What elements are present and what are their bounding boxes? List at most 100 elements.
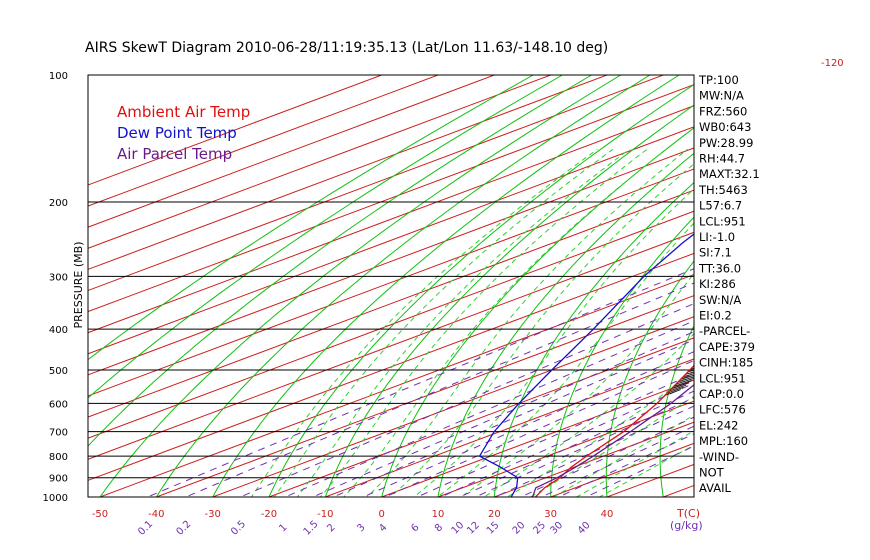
cape-hatch xyxy=(755,295,786,301)
index-label: EL:242 xyxy=(699,418,739,432)
grid-layer xyxy=(88,75,870,506)
mixing-ratio-tick-label: 30 xyxy=(548,520,565,537)
cape-hatch xyxy=(752,299,783,305)
index-label: WB0:643 xyxy=(699,120,751,134)
legend-entry: Dew Point Temp xyxy=(117,124,237,142)
cape-hatch xyxy=(762,288,793,294)
dry-adiabat xyxy=(550,216,694,497)
dry-adiabat xyxy=(659,324,694,497)
index-label: -WIND- xyxy=(699,450,739,464)
cape-hatch xyxy=(782,267,812,273)
index-label: LFC:576 xyxy=(699,403,746,417)
mixing-ratio-tick-label: 25 xyxy=(531,520,548,537)
mixing-ratio-tick-label: 2 xyxy=(325,522,337,534)
mixing-ratio-tick-label: 3 xyxy=(355,522,367,534)
index-label: SI:7.1 xyxy=(699,246,732,260)
pressure-tick-label: 200 xyxy=(49,198,68,209)
isotherm-line xyxy=(494,421,694,497)
cape-hatch xyxy=(770,280,801,286)
bottom-temp-tick-label: -40 xyxy=(148,509,164,520)
pressure-tick-label: 600 xyxy=(49,399,68,410)
index-label: CAP:0.0 xyxy=(699,387,744,401)
bottom-temp-tick-label: -50 xyxy=(92,509,108,520)
mixing-ratio-line xyxy=(474,397,694,497)
pressure-tick-label: 400 xyxy=(49,325,68,336)
index-label: MW:N/A xyxy=(699,89,744,103)
index-label: TP:100 xyxy=(698,73,739,87)
bottom-temp-tick-label: -10 xyxy=(317,509,333,520)
cape-hatch xyxy=(796,254,823,260)
plot-frame xyxy=(87,74,695,498)
dry-adiabat xyxy=(812,75,870,506)
cape-hatch xyxy=(673,379,693,387)
mixing-ratio-tick-label: 12 xyxy=(465,520,482,537)
index-label: L57:6.7 xyxy=(699,199,742,213)
cape-hatch xyxy=(664,389,681,397)
dry-adiabat xyxy=(99,75,621,497)
cape-hatch xyxy=(668,384,687,392)
isotherm-line xyxy=(88,147,694,376)
moist-adiabat xyxy=(296,148,630,497)
index-label: NOT xyxy=(699,466,725,480)
pressure-tick-label: 1000 xyxy=(43,493,68,504)
cape-hatch xyxy=(678,376,694,383)
index-label: KI:286 xyxy=(699,277,736,291)
index-label: MAXT:32.1 xyxy=(699,167,760,181)
isotherm-line xyxy=(437,400,694,497)
dry-adiabat xyxy=(763,75,870,506)
cape-hatch xyxy=(675,377,694,385)
isotherm-line xyxy=(88,75,382,186)
pressure-tick-label: 800 xyxy=(49,452,68,463)
index-label: LCL:951 xyxy=(699,214,746,228)
dry-adiabat xyxy=(268,83,694,497)
isotherm-line xyxy=(156,295,694,497)
mixing-ratio-tick-label: 6 xyxy=(409,522,421,534)
cape-hatch xyxy=(687,369,694,373)
bottom-temp-tick-label: 20 xyxy=(488,509,501,520)
legend-entry: Ambient Air Temp xyxy=(117,103,250,121)
mixing-ratio-line xyxy=(415,372,694,497)
cape-hatch xyxy=(666,386,684,394)
dry-adiabat xyxy=(88,75,534,361)
dry-adiabat xyxy=(493,181,694,497)
cape-hatch xyxy=(805,244,829,250)
index-label: TT:36.0 xyxy=(698,261,741,275)
isotherm-line xyxy=(88,75,608,270)
dry-adiabat xyxy=(88,75,592,447)
index-label: CINH:185 xyxy=(699,356,754,370)
chart-title: AIRS SkewT Diagram 2010-06-28/11:19:35.1… xyxy=(85,40,608,56)
mixing-ratio-line xyxy=(283,320,694,497)
isotherm-line xyxy=(88,189,694,418)
index-label: LCL:951 xyxy=(699,371,746,385)
index-label: FRZ:560 xyxy=(699,104,747,118)
cape-hatch xyxy=(774,276,805,282)
bottom-temp-tick-label: 30 xyxy=(544,509,557,520)
series-line xyxy=(478,233,694,497)
cape-hatch xyxy=(791,258,819,264)
cape-hatch xyxy=(787,263,816,269)
isotherm-line xyxy=(325,358,694,497)
dry-adiabat xyxy=(860,75,870,506)
cape-hatch xyxy=(735,317,766,323)
dry-adiabat xyxy=(155,75,651,497)
isotherm-line xyxy=(88,84,694,313)
index-label: MPL:160 xyxy=(699,434,748,448)
index-label: RH:44.7 xyxy=(699,152,745,166)
isotherm-line xyxy=(88,231,694,460)
pressure-tick-label: 700 xyxy=(49,428,68,439)
cape-hatch xyxy=(748,303,779,309)
cape-hatch xyxy=(738,313,769,319)
cape-hatch xyxy=(745,306,776,312)
dry-adiabat xyxy=(605,260,694,497)
top-temp-tick-label: -120 xyxy=(821,58,844,69)
mixing-ratio-tick-label: 10 xyxy=(450,520,467,537)
pressure-tick-label: 500 xyxy=(49,366,68,377)
isotherm-line xyxy=(88,75,495,228)
cape-hatch xyxy=(810,239,833,245)
mixing-ratio-unit-label: (g/kg) xyxy=(670,519,703,532)
bottom-temp-tick-label: 10 xyxy=(432,509,445,520)
mixing-ratio-tick-label: 1 xyxy=(277,522,289,534)
dry-adiabat xyxy=(88,75,563,399)
index-label: SW:N/A xyxy=(699,293,741,307)
